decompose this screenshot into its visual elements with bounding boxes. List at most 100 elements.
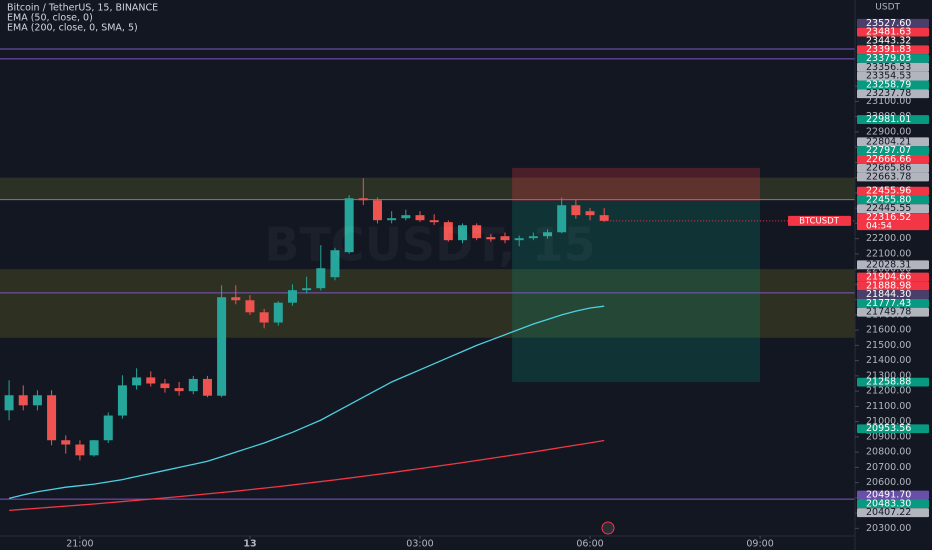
candle-body [174,388,184,392]
candle-body [557,205,567,233]
candle-body [514,238,524,241]
price-badge [857,115,929,124]
price-badge [857,204,929,214]
symbol-tag [788,215,851,226]
y-tick-label: 22100.00 [866,248,911,259]
price-badge [857,508,929,518]
y-tick-label: 21400.00 [866,355,911,366]
zone [0,269,855,338]
price-badge-label: 22981.01 [866,114,911,125]
price-badge [857,213,929,231]
candle-body [500,236,510,241]
price-badge [857,424,929,434]
y-tick-label: 21600.00 [866,325,911,336]
price-badge-label: 22455.96 [866,186,911,197]
price-badge-label: 22445.55 [866,203,911,214]
price-badge [857,137,929,147]
candle-body [89,440,99,456]
legend-entry: EMA (50, close, 0) [7,13,93,24]
candle-body [429,220,439,223]
event-icon[interactable] [601,521,615,535]
y-tick-label: 20300.00 [866,523,911,534]
price-badge [857,18,929,28]
y-tick-label: 22200.00 [866,233,911,244]
candle-body [160,383,170,389]
price-badge-label: 21258.88 [866,377,911,388]
price-badge [857,260,929,270]
price-badge-label: 22797.07 [866,145,911,156]
candle-body [486,237,496,240]
price-badge-label: 21844.30 [866,289,911,300]
position-stop-zone [512,167,761,202]
candle-body [344,198,354,253]
candle-body [443,222,453,241]
candle-body [32,395,42,406]
candle-body [4,395,14,411]
price-badge-label: 20407.22 [866,507,911,518]
price-badge-label: 22316.52 [866,212,911,223]
candle-body [103,415,113,441]
price-badge [857,281,929,291]
price-badge-label: 23354.53 [866,71,911,82]
price-badge-label: 23379.03 [866,53,911,64]
price-badge [857,490,929,500]
price-badge [857,172,929,182]
price-badge-label: 23258.79 [866,79,911,90]
candle-body [330,250,340,278]
price-badge [857,146,929,156]
candle-body [599,215,609,221]
chart-title: Bitcoin / TetherUS, 15, BINANCE [7,3,158,14]
price-badge-label: 20953.56 [866,423,911,434]
legend-entry: EMA (200, close, 0, SMA, 5) [7,23,138,34]
y-tick-label: 20600.00 [866,477,911,488]
price-badge-label: 22455.80 [866,194,911,205]
price-badge-label: 22665.86 [866,163,911,174]
candle-body [528,236,538,239]
candle-body [259,312,269,323]
price-badge [857,272,929,282]
y-tick-label: 21000.00 [866,416,911,427]
price-badge [857,195,929,205]
price-badge [857,89,929,99]
candle-body [585,211,595,216]
price-badge [857,307,929,317]
y-tick-label: 23100.00 [866,96,911,107]
candle-body [61,440,71,445]
candle-body [132,377,142,386]
y-tick-label: 21300.00 [866,370,911,381]
candle-body [316,268,326,289]
price-badge-label: 20491.70 [866,490,911,501]
x-tick-label: 13 [243,539,256,550]
price-badge-label: 23391.83 [866,44,911,55]
candle-body [202,378,212,396]
price-badge-label: 23356.53 [866,62,911,73]
position-target-zone [512,201,761,383]
price-badge-label: 22663.78 [866,172,911,183]
candle-body [302,288,312,291]
price-badge-label: 22028.31 [866,259,911,270]
candle-body [287,290,297,303]
candle-body [273,302,283,323]
price-badge [857,290,929,300]
candle-body [231,297,241,301]
price-badge [857,80,929,90]
candle-body [188,378,198,392]
price-badge-label: 23443.32 [866,35,911,46]
candle-body [18,395,28,406]
y-tick-label: 21500.00 [866,340,911,351]
price-badge [857,71,929,81]
y-tick-label: 20800.00 [866,447,911,458]
x-tick-label: 09:00 [746,539,773,550]
price-badge-label: 20483.30 [866,498,911,509]
candle-body [75,444,85,456]
axis-unit: USDT [875,3,900,13]
candle-body [472,225,482,239]
price-badge [857,299,929,308]
price-badge-label: 21904.66 [866,272,911,283]
candle-body [245,300,255,313]
price-badge-label: 21888.98 [866,280,911,291]
candle-body [358,198,368,201]
candle-body [457,225,467,241]
